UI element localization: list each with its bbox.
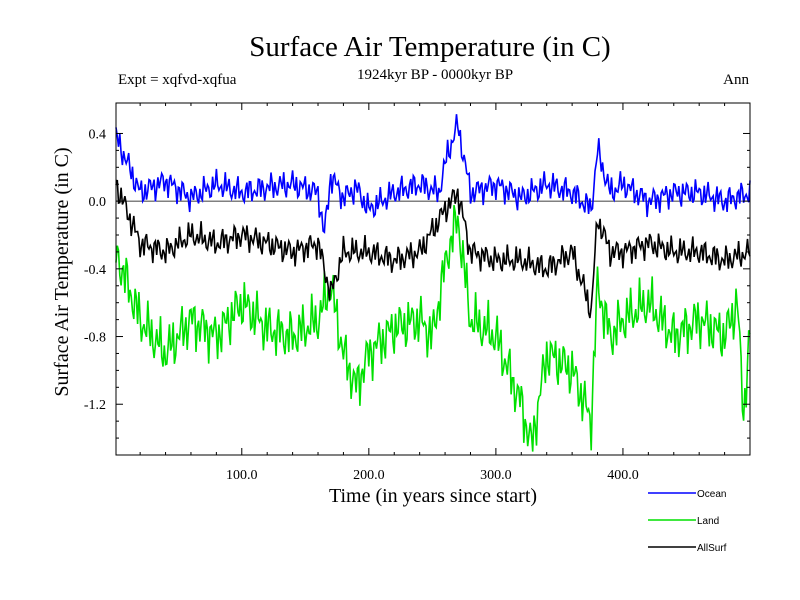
- legend-label-land: Land: [697, 516, 719, 527]
- series-line-land: [115, 204, 751, 452]
- plot-frame: [115, 102, 751, 456]
- y-tick-label: 0.0: [89, 195, 107, 210]
- ticks-group: 100.0 200.0 300.0 400.0 0.4 0.0 -0.4 -0.8 -1.2: [84, 103, 750, 483]
- chart-subtitle-center: 1924kyr BP - 0000kyr BP: [357, 67, 513, 83]
- y-tick-label: 0.4: [89, 127, 107, 142]
- chart-subtitle-left: Expt = xqfvd-xqfua: [118, 72, 237, 88]
- series-line-ocean: [115, 114, 751, 234]
- x-tick-label: 200.0: [353, 468, 385, 483]
- legend: Ocean Land AllSurf: [648, 489, 727, 554]
- series-group: [115, 114, 751, 452]
- chart-title: Surface Air Temperature (in C): [249, 31, 610, 63]
- y-tick-label: -1.2: [84, 398, 106, 413]
- legend-label-ocean: Ocean: [697, 489, 726, 500]
- y-tick-label: -0.8: [84, 331, 106, 346]
- plot-area: 100.0 200.0 300.0 400.0 0.4 0.0 -0.4 -0.8 -1.2: [84, 102, 751, 483]
- x-axis-label: Time (in years since start): [329, 485, 537, 507]
- y-axis-label: Surface Air Temperature (in C): [51, 147, 73, 396]
- series-line-allsurf: [115, 179, 751, 319]
- chart-subtitle-right: Ann: [723, 72, 749, 88]
- x-tick-label: 100.0: [226, 468, 258, 483]
- x-tick-label: 300.0: [480, 468, 512, 483]
- legend-label-allsurf: AllSurf: [697, 543, 727, 554]
- x-tick-label: 400.0: [607, 468, 639, 483]
- y-tick-label: -0.4: [84, 263, 106, 278]
